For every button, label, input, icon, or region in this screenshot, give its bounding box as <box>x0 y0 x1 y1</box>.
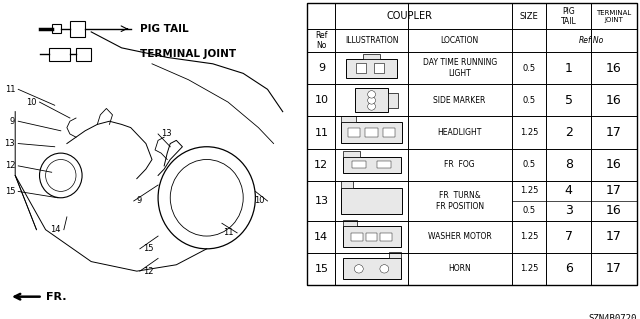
Bar <box>389 252 401 258</box>
Text: TERMINAL
JOINT: TERMINAL JOINT <box>596 10 632 23</box>
Text: PIG
TAIL: PIG TAIL <box>561 6 577 26</box>
Text: 0.5: 0.5 <box>522 64 536 73</box>
Text: DAY TIME RUNNING
LIGHT: DAY TIME RUNNING LIGHT <box>422 58 497 78</box>
Bar <box>49 48 70 61</box>
Bar <box>380 233 392 241</box>
Bar <box>342 151 360 157</box>
Bar <box>363 54 380 59</box>
Text: 10: 10 <box>314 95 328 105</box>
Text: HEADLIGHT: HEADLIGHT <box>438 128 482 137</box>
Text: 12: 12 <box>4 161 15 170</box>
Bar <box>342 157 401 173</box>
Text: FR  TURN&
FR POSITION: FR TURN& FR POSITION <box>436 191 484 211</box>
Circle shape <box>355 265 364 273</box>
Bar <box>76 48 92 61</box>
Text: 10: 10 <box>254 197 264 205</box>
Text: 9: 9 <box>10 117 15 126</box>
Text: 6: 6 <box>564 262 573 275</box>
Text: 2: 2 <box>564 126 573 139</box>
Bar <box>378 161 391 168</box>
Text: 4: 4 <box>564 184 573 197</box>
Bar <box>340 181 353 188</box>
Circle shape <box>367 97 376 104</box>
Text: 9: 9 <box>318 63 325 73</box>
Text: SIDE MARKER: SIDE MARKER <box>433 96 486 105</box>
Text: 0.5: 0.5 <box>522 206 536 215</box>
Circle shape <box>380 265 388 273</box>
Bar <box>346 59 397 78</box>
Text: 11: 11 <box>4 85 15 94</box>
Text: TERMINAL JOINT: TERMINAL JOINT <box>140 49 236 59</box>
Text: 13: 13 <box>4 139 15 148</box>
Text: 5: 5 <box>564 94 573 107</box>
Text: 8: 8 <box>564 158 573 171</box>
Text: 16: 16 <box>606 204 622 217</box>
Text: 1.25: 1.25 <box>520 186 538 195</box>
Text: SIZE: SIZE <box>520 12 538 21</box>
Text: 3: 3 <box>564 204 573 217</box>
Bar <box>355 88 388 113</box>
Text: 15: 15 <box>143 244 154 253</box>
Text: 1: 1 <box>564 62 573 75</box>
Text: 10: 10 <box>26 98 36 107</box>
Bar <box>366 233 378 241</box>
Bar <box>352 161 366 168</box>
Text: 1.25: 1.25 <box>520 264 538 273</box>
Bar <box>351 233 363 241</box>
Text: 17: 17 <box>606 184 622 197</box>
Text: 16: 16 <box>606 158 622 171</box>
Text: WASHER MOTOR: WASHER MOTOR <box>428 232 492 241</box>
Text: Ref
No: Ref No <box>315 31 328 50</box>
Text: FR  FOG: FR FOG <box>444 160 475 169</box>
Text: 17: 17 <box>606 126 622 139</box>
Text: 13: 13 <box>314 196 328 206</box>
Bar <box>342 220 357 226</box>
Text: 1.25: 1.25 <box>520 232 538 241</box>
Bar <box>348 128 360 137</box>
Bar <box>340 122 403 143</box>
Bar <box>52 24 61 33</box>
Text: 15: 15 <box>314 264 328 274</box>
Text: 17: 17 <box>606 262 622 275</box>
Bar <box>356 63 367 73</box>
Text: 9: 9 <box>137 197 142 205</box>
Text: 12: 12 <box>143 267 154 276</box>
Text: 0.5: 0.5 <box>522 96 536 105</box>
Text: 7: 7 <box>564 230 573 243</box>
Text: 16: 16 <box>606 94 622 107</box>
Bar <box>70 21 85 37</box>
Text: 16: 16 <box>606 62 622 75</box>
Text: LOCATION: LOCATION <box>440 36 479 45</box>
Text: 17: 17 <box>606 230 622 243</box>
Text: 14: 14 <box>51 225 61 234</box>
Text: 15: 15 <box>4 187 15 196</box>
Text: FR.: FR. <box>45 292 66 302</box>
Text: ILLUSTRATION: ILLUSTRATION <box>345 36 398 45</box>
Bar <box>374 63 384 73</box>
Bar <box>340 188 403 214</box>
Circle shape <box>367 103 376 110</box>
Bar <box>342 226 401 247</box>
Text: Ref.No: Ref.No <box>579 36 604 45</box>
Text: COUPLER: COUPLER <box>387 11 433 21</box>
Text: 11: 11 <box>223 228 234 237</box>
Text: 13: 13 <box>161 130 172 138</box>
Circle shape <box>367 91 376 98</box>
Bar <box>342 258 401 279</box>
Bar <box>340 116 356 122</box>
Bar <box>307 3 637 285</box>
Bar <box>383 128 395 137</box>
Text: PIG TAIL: PIG TAIL <box>140 24 188 34</box>
Text: 1.25: 1.25 <box>520 128 538 137</box>
Text: 11: 11 <box>314 128 328 137</box>
Text: SZN4B0720: SZN4B0720 <box>588 314 637 319</box>
Text: 14: 14 <box>314 232 328 242</box>
Text: 12: 12 <box>314 160 328 170</box>
Text: HORN: HORN <box>448 264 471 273</box>
Text: 0.5: 0.5 <box>522 160 536 169</box>
Bar <box>365 128 378 137</box>
Bar <box>388 93 397 108</box>
